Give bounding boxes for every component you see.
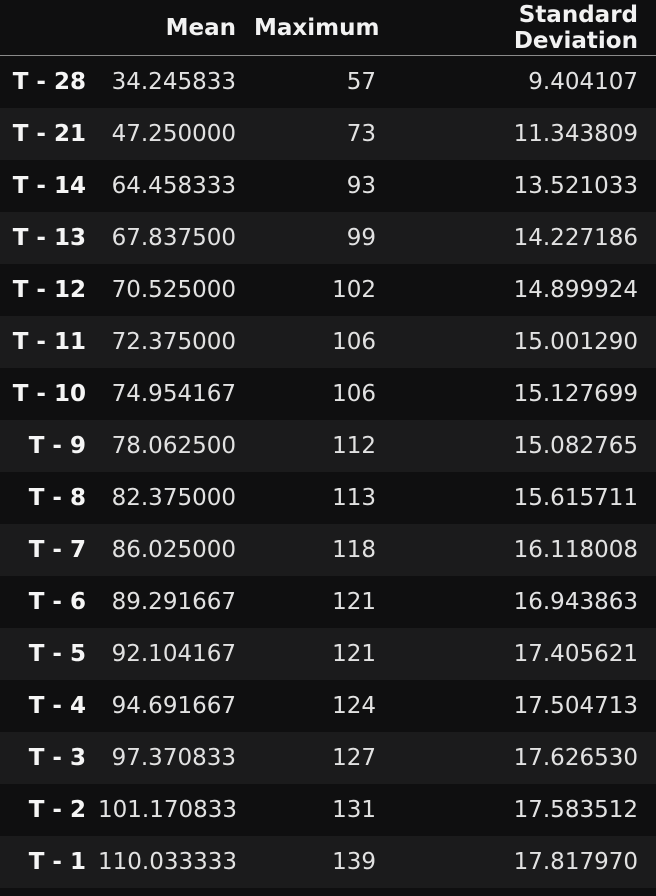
cell-mean: 97.370833 (111, 744, 236, 771)
cell-standard-deviation: 17.817970 (513, 848, 638, 875)
cell-maximum: 124 (332, 692, 376, 719)
cell-maximum: 106 (332, 328, 376, 355)
cell-standard-deviation: 17.504713 (513, 692, 638, 719)
row-label: T - 28 (12, 68, 86, 95)
column-header-standard-deviation: Standard Deviation (394, 0, 656, 56)
row-label: T - 4 (28, 692, 86, 719)
cell-standard-deviation: 13.521033 (513, 172, 638, 199)
cell-standard-deviation: 16.943863 (513, 588, 638, 615)
table-row: T - 6 89.291667 121 16.943863 (0, 575, 656, 628)
table-row: T - 4 94.691667 124 17.504713 (0, 679, 656, 732)
table-row: T - 8 82.375000 113 15.615711 (0, 471, 656, 524)
row-label: T - 3 (28, 744, 86, 771)
cell-mean: 94.691667 (111, 692, 236, 719)
table-row: T - 7 86.025000 118 16.118008 (0, 523, 656, 576)
cell-maximum: 57 (346, 68, 376, 95)
column-header-mean: Mean (98, 0, 254, 56)
table-row: T - 1 110.033333 139 17.817970 (0, 835, 656, 888)
cell-standard-deviation: 15.127699 (513, 380, 638, 407)
index-header (0, 0, 98, 56)
table-row: T - 9 78.062500 112 15.082765 (0, 419, 656, 472)
table-header: Mean Maximum Standard Deviation (0, 0, 656, 56)
table-body: T - 28 34.245833 57 9.404107 T - 21 47.250000… (0, 55, 656, 888)
cell-maximum: 99 (346, 224, 376, 251)
cell-maximum: 131 (332, 796, 376, 823)
cell-maximum: 112 (332, 432, 376, 459)
table-row: T - 12 70.525000 102 14.899924 (0, 263, 656, 316)
row-label: T - 14 (12, 172, 86, 199)
table-row: T - 3 97.370833 127 17.626530 (0, 731, 656, 784)
row-label: T - 8 (28, 484, 86, 511)
cell-mean: 92.104167 (111, 640, 236, 667)
cell-standard-deviation: 15.615711 (513, 484, 638, 511)
table-row: T - 14 64.458333 93 13.521033 (0, 159, 656, 212)
cell-mean: 89.291667 (111, 588, 236, 615)
cell-standard-deviation: 11.343809 (513, 120, 638, 147)
cell-standard-deviation: 15.001290 (513, 328, 638, 355)
cell-mean: 78.062500 (111, 432, 236, 459)
cell-standard-deviation: 16.118008 (513, 536, 638, 563)
cell-standard-deviation: 17.583512 (513, 796, 638, 823)
row-label: T - 7 (28, 536, 86, 563)
cell-standard-deviation: 17.405621 (513, 640, 638, 667)
table-row: T - 13 67.837500 99 14.227186 (0, 211, 656, 264)
cell-mean: 34.245833 (111, 68, 236, 95)
cell-maximum: 106 (332, 380, 376, 407)
cell-maximum: 113 (332, 484, 376, 511)
cell-maximum: 121 (332, 588, 376, 615)
row-label: T - 10 (12, 380, 86, 407)
table-row: T - 21 47.250000 73 11.343809 (0, 107, 656, 160)
cell-standard-deviation: 15.082765 (513, 432, 638, 459)
cell-maximum: 73 (346, 120, 376, 147)
column-header-maximum: Maximum (254, 0, 394, 56)
cell-mean: 110.033333 (98, 848, 238, 875)
header-row: Mean Maximum Standard Deviation (0, 0, 656, 56)
cell-standard-deviation: 17.626530 (513, 744, 638, 771)
row-label: T - 1 (28, 848, 86, 875)
row-label: T - 9 (28, 432, 86, 459)
table-row: T - 10 74.954167 106 15.127699 (0, 367, 656, 420)
table-row: T - 11 72.375000 106 15.001290 (0, 315, 656, 368)
cell-mean: 101.170833 (98, 796, 238, 823)
cell-maximum: 121 (332, 640, 376, 667)
cell-maximum: 102 (332, 276, 376, 303)
cell-mean: 70.525000 (111, 276, 236, 303)
cell-standard-deviation: 14.899924 (513, 276, 638, 303)
cell-maximum: 127 (332, 744, 376, 771)
cell-maximum: 93 (346, 172, 376, 199)
cell-standard-deviation: 9.404107 (528, 68, 638, 95)
row-label: T - 5 (28, 640, 86, 667)
table-row: T - 5 92.104167 121 17.405621 (0, 627, 656, 680)
cell-mean: 74.954167 (111, 380, 236, 407)
row-label: T - 6 (28, 588, 86, 615)
cell-standard-deviation: 14.227186 (513, 224, 638, 251)
row-label: T - 21 (12, 120, 86, 147)
row-label: T - 12 (12, 276, 86, 303)
cell-maximum: 118 (332, 536, 376, 563)
cell-mean: 47.250000 (111, 120, 236, 147)
cell-maximum: 139 (332, 848, 376, 875)
cell-mean: 67.837500 (111, 224, 236, 251)
cell-mean: 64.458333 (111, 172, 236, 199)
cell-mean: 86.025000 (111, 536, 236, 563)
cell-mean: 82.375000 (111, 484, 236, 511)
row-label: T - 13 (12, 224, 86, 251)
table-row: T - 2 101.170833 131 17.583512 (0, 783, 656, 836)
table-row: T - 28 34.245833 57 9.404107 (0, 55, 656, 108)
row-label: T - 2 (28, 796, 86, 823)
cell-mean: 72.375000 (111, 328, 236, 355)
row-label: T - 11 (12, 328, 86, 355)
